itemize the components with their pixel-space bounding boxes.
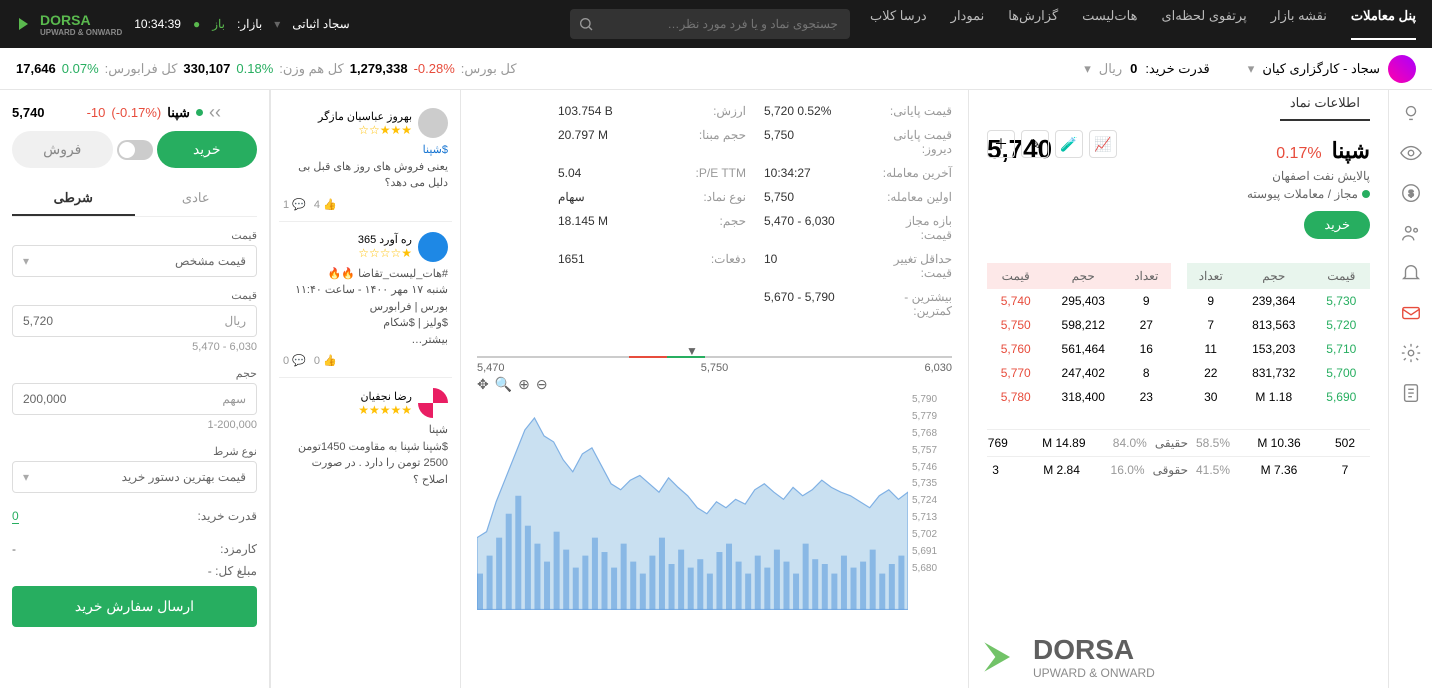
sell-tab[interactable]: فروش: [12, 131, 113, 168]
market-label: بازار:: [237, 17, 262, 31]
fee-label: کارمزد:: [220, 542, 257, 556]
svg-text:$: $: [1408, 189, 1413, 199]
order-price: 5,740: [12, 105, 45, 120]
add-icon[interactable]: ＋: [987, 130, 1015, 158]
doc-icon[interactable]: [1400, 382, 1422, 404]
tool-icons: 📈 🧪 ✎ ＋: [987, 130, 1117, 158]
search-input[interactable]: [570, 9, 850, 39]
nav-hotlist[interactable]: هات‌لیست: [1082, 8, 1137, 40]
avatar[interactable]: [1388, 55, 1416, 83]
stats-chart-panel: قیمت پایانی:5,720 0.52%ارزش:103.754 Bقیم…: [461, 90, 968, 688]
buying-power-label: قدرت خرید:: [1145, 61, 1209, 77]
buy-tab[interactable]: خرید: [157, 131, 258, 168]
filter-icon[interactable]: 🧪: [1055, 130, 1083, 158]
collapse-icon[interactable]: ››: [209, 102, 221, 123]
top-meta: سجاد اثباتی ▾ بازار: باز ● 10:34:39 DORS…: [16, 12, 350, 37]
move-icon[interactable]: ✥: [477, 376, 489, 393]
nav-reports[interactable]: گزارش‌ها: [1008, 8, 1058, 40]
search-icon: [578, 16, 594, 32]
ask-row[interactable]: 23318,4005,780: [987, 385, 1171, 409]
symbol-panel: 📈 🧪 ✎ ＋ اطلاعات نماد شپنا 0.17% 5,740 پا…: [968, 90, 1388, 688]
symbol-tab[interactable]: اطلاعات نماد: [1280, 89, 1370, 121]
intraday-chart: ⊖ ⊕ 🔍 ✥ 5,7905,7795,7685,7575,7465,7355,…: [477, 394, 952, 574]
zoom-out-icon[interactable]: ⊖: [536, 376, 548, 393]
chart-tools: ⊖ ⊕ 🔍 ✥: [477, 376, 548, 393]
social-post[interactable]: بهروز عباسیان مازگر★★★☆☆$شپنایعنی فروش ه…: [279, 98, 452, 221]
buying-power-value: 0: [1130, 61, 1137, 76]
investor-ratio: 50210.36 M58.5%حقیقی84.0%14.89 M76977.36…: [987, 429, 1370, 483]
bid-table: قیمتحجمتعداد 5,730239,36495,720813,56375…: [1187, 263, 1371, 409]
bid-row[interactable]: 5,720813,5637: [1187, 313, 1371, 337]
top-nav: پنل معاملات نقشه بازار پرتفوی لحظه‌ای ها…: [870, 8, 1416, 40]
order-pct: (-0.17%): [111, 105, 161, 120]
edit-icon[interactable]: ✎: [1021, 130, 1049, 158]
right-sidebar: $: [1388, 90, 1432, 688]
nav-market-map[interactable]: نقشه بازار: [1271, 8, 1327, 40]
side-toggle[interactable]: [117, 140, 153, 160]
symbol-pct: 0.17%: [1276, 145, 1321, 163]
ticker-bar: سجاد - کارگزاری کیان ▾ قدرت خرید: 0 ریال…: [0, 48, 1432, 90]
nav-portfolio[interactable]: پرتفوی لحظه‌ای: [1161, 8, 1246, 40]
volume-input[interactable]: سهم200,000: [12, 383, 257, 415]
symbol-name: شپنا: [1332, 138, 1370, 164]
bid-row[interactable]: 5,6901.18 M30: [1187, 385, 1371, 409]
condition-select[interactable]: قیمت بهترین دستور خرید▾: [12, 461, 257, 493]
price-range: ▼ 6,0305,7505,470: [477, 338, 952, 378]
zoom-in-icon[interactable]: ⊕: [518, 376, 530, 393]
ask-table: تعدادحجمقیمت 9295,4035,74027598,2125,750…: [987, 263, 1171, 409]
magnify-icon[interactable]: 🔍: [495, 376, 512, 393]
tab-conditional[interactable]: شرطی: [12, 182, 135, 216]
order-panel: ›› شپنا (-0.17%) -10 5,740 خرید فروش عاد…: [0, 90, 270, 688]
order-symbol: شپنا: [167, 105, 190, 121]
account-name[interactable]: سجاد - کارگزاری کیان: [1262, 61, 1380, 77]
price-type-select[interactable]: قیمت مشخص▾: [12, 245, 257, 277]
top-bar: پنل معاملات نقشه بازار پرتفوی لحظه‌ای ها…: [0, 0, 1432, 48]
clock: 10:34:39: [134, 17, 181, 31]
lamp-icon[interactable]: [1400, 102, 1422, 124]
orderbook: قیمتحجمتعداد 5,730239,36495,720813,56375…: [987, 263, 1370, 409]
coin-icon[interactable]: $: [1400, 182, 1422, 204]
bid-row[interactable]: 5,710153,20311: [1187, 337, 1371, 361]
market-status: باز: [212, 17, 225, 31]
unit: ریال: [1099, 61, 1122, 77]
price-input[interactable]: ریال5,720: [12, 305, 257, 337]
nav-trades[interactable]: پنل معاملات: [1351, 8, 1416, 40]
watermark: DORSAUPWARD & ONWARD: [977, 634, 1155, 680]
chart-line-icon[interactable]: 📈: [1089, 130, 1117, 158]
social-post[interactable]: ره آورد 365★☆☆☆☆#هات_لیست_تقاضا 🔥🔥شنبه ۱…: [279, 221, 452, 378]
social-post[interactable]: رضا نجفیان★★★★★شپنا$شپنا شپنا به مقاومت …: [279, 377, 452, 498]
eye-icon[interactable]: [1400, 142, 1422, 164]
nav-chart[interactable]: نمودار: [951, 8, 985, 40]
order-chg: -10: [87, 105, 106, 120]
symbol-company: پالایش نفت اصفهان: [987, 169, 1370, 183]
social-feed: بهروز عباسیان مازگر★★★☆☆$شپنایعنی فروش ه…: [271, 90, 461, 688]
users-icon[interactable]: [1400, 222, 1422, 244]
clock-label: ●: [193, 17, 200, 31]
ask-row[interactable]: 8247,4025,770: [987, 361, 1171, 385]
power-label: قدرت خرید:: [198, 509, 257, 524]
submit-order-button[interactable]: ارسال سفارش خرید: [12, 586, 257, 627]
ratio-row: 77.36 M41.5%حقوقی16.0%2.84 M3: [987, 456, 1370, 483]
ask-row[interactable]: 9295,4035,740: [987, 289, 1171, 313]
symbol-status: مجاز / معاملات پیوسته: [1247, 187, 1358, 201]
index-ticker: کل بورس:-0.28%1,279,338 کل هم وزن:0.18%3…: [16, 61, 517, 77]
quick-buy-button[interactable]: خرید: [1304, 211, 1370, 239]
user-menu[interactable]: سجاد اثباتی: [292, 17, 349, 31]
tab-normal[interactable]: عادی: [135, 182, 258, 216]
stats-grid: قیمت پایانی:5,720 0.52%ارزش:103.754 Bقیم…: [477, 104, 952, 318]
bid-row[interactable]: 5,730239,3649: [1187, 289, 1371, 313]
bid-row[interactable]: 5,700831,73222: [1187, 361, 1371, 385]
power-value: 0: [12, 509, 19, 524]
search-container: [570, 9, 850, 39]
ratio-row: 50210.36 M58.5%حقیقی84.0%14.89 M769: [987, 429, 1370, 456]
brand-logo: DORSAUPWARD & ONWARD: [16, 12, 122, 37]
mail-icon[interactable]: [1400, 302, 1422, 324]
ask-row[interactable]: 27598,2125,750: [987, 313, 1171, 337]
nav-club[interactable]: درسا کلاب: [870, 8, 927, 40]
gear-icon[interactable]: [1400, 342, 1422, 364]
ask-row[interactable]: 16561,4645,760: [987, 337, 1171, 361]
bell-icon[interactable]: [1400, 262, 1422, 284]
